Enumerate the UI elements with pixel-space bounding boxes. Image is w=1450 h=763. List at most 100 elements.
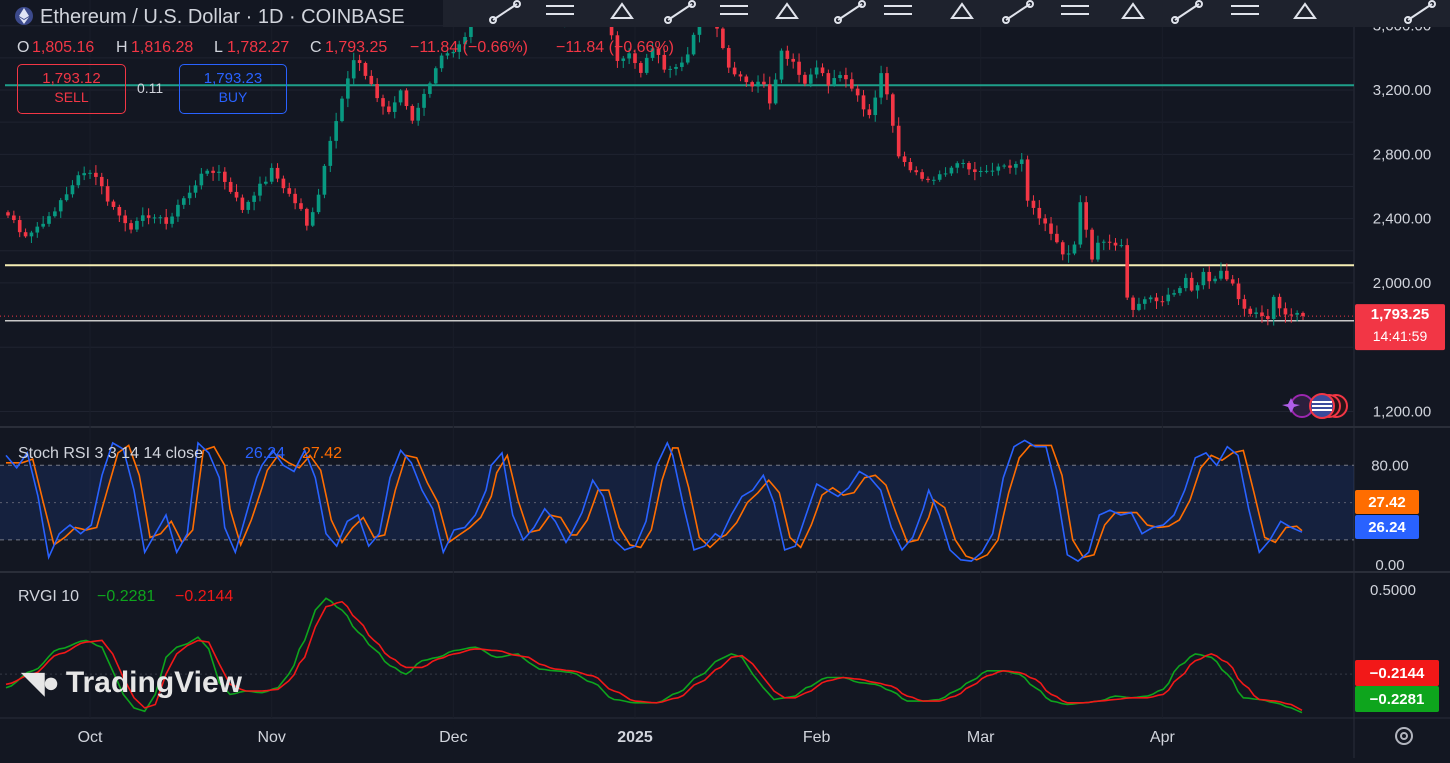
candle-body [996,167,1000,171]
candle-body [680,63,684,67]
candle-body [94,173,98,177]
candle-body [405,90,409,106]
candle [340,96,344,122]
candle-body [1043,218,1047,223]
candle-body [1278,297,1282,308]
candle-body [141,215,145,221]
gear-icon[interactable] [1396,728,1412,744]
rvgi-legend-title[interactable]: RVGI 10 [18,588,79,605]
candle-body [323,166,327,195]
candle-body [118,207,122,216]
candle-body [393,102,397,112]
ohlc-close-value: 1,793.25 [325,39,387,56]
candle-body [803,75,807,84]
stoch-axis-label: 80.00 [1371,457,1409,474]
candle-body [334,121,338,141]
candle-body [1190,278,1194,291]
rvgi-legend-b: −0.2144 [175,588,233,605]
candle-body [12,215,16,220]
candle-body [246,202,250,210]
candle-body [786,51,790,59]
stoch-axis-label: 0.00 [1375,557,1404,574]
candle-body [317,195,321,212]
candle-body [416,108,420,121]
candle-body [170,217,174,224]
candle-body [745,76,749,82]
candle-body [182,198,186,205]
candle-body [123,215,127,223]
stoch-legend-k: 26.24 [245,445,285,462]
candle-body [41,224,45,227]
candle-body [932,180,936,181]
stoch-k-badge-value: 26.24 [1368,519,1406,536]
time-axis-label: Feb [803,729,831,746]
candle-body [200,174,204,186]
candle-body [838,75,842,78]
candle-body [1079,202,1083,244]
candle-body [1155,297,1159,301]
candle-body [241,198,245,210]
price-axis[interactable]: 3,600.003,200.002,800.002,400.002,000.00… [1370,18,1431,683]
candle-body [77,175,81,185]
candle-body [1131,298,1135,310]
candle-body [750,82,754,86]
candle-body [1289,314,1293,315]
pane-separator[interactable] [0,426,1450,428]
candle-body [434,68,438,83]
candle-body [1266,316,1270,319]
candle-body [721,29,725,48]
candle-body [6,212,10,215]
candle [780,48,784,83]
candle-body [1243,299,1247,309]
candle-body [1055,234,1059,242]
pane-separator[interactable] [0,571,1450,573]
candle-body [1284,308,1288,314]
candle-body [1096,243,1100,260]
candle-body [920,172,924,179]
stoch-legend-d: 27.42 [302,445,342,462]
candle-body [1225,271,1229,280]
candle-countdown: 14:41:59 [1373,328,1428,344]
candle-body [235,192,239,198]
ohlc-open-label: O [17,39,29,56]
candle-body [885,73,889,94]
candle-body [211,171,215,173]
candle-body [955,163,959,167]
symbol-title[interactable]: Ethereum / U.S. Dollar · 1D · COINBASE [40,6,405,28]
stoch-legend-title[interactable]: Stoch RSI 3 3 14 14 close [18,445,203,462]
candle-body [82,173,86,175]
candle-body [47,216,51,224]
candle-body [53,211,57,216]
candle-body [1073,245,1077,254]
candle-body [375,84,379,98]
candle-body [1301,313,1305,316]
candle-body [791,59,795,62]
candle-body [944,173,948,174]
candle-body [1184,278,1188,288]
candle-body [815,67,819,74]
candle-body [979,171,983,172]
candle-body [229,182,233,192]
candle-body [422,94,426,108]
candle-body [973,169,977,172]
candle-body [1084,202,1088,230]
rvgi-legend-a: −0.2281 [97,588,155,605]
buy-button[interactable]: 1,793.23 BUY [179,64,287,114]
price-axis-label: 2,000.00 [1373,275,1431,292]
candle-body [639,63,643,73]
candle-body [369,76,373,84]
candle-body [1108,242,1112,243]
sell-button[interactable]: 1,793.12 SELL [17,64,126,114]
candle-body [65,194,69,200]
candle-body [188,193,192,199]
candle-body [856,89,860,96]
rvgi-axis-label: 0.5000 [1370,582,1416,599]
tradingview-logo-icon: ◥● [22,667,58,699]
candle-body [153,217,157,218]
candle-body [1178,288,1182,293]
candle-body [1161,301,1165,302]
ohlc-close-label: C [310,39,322,56]
candle-body [1254,312,1258,313]
